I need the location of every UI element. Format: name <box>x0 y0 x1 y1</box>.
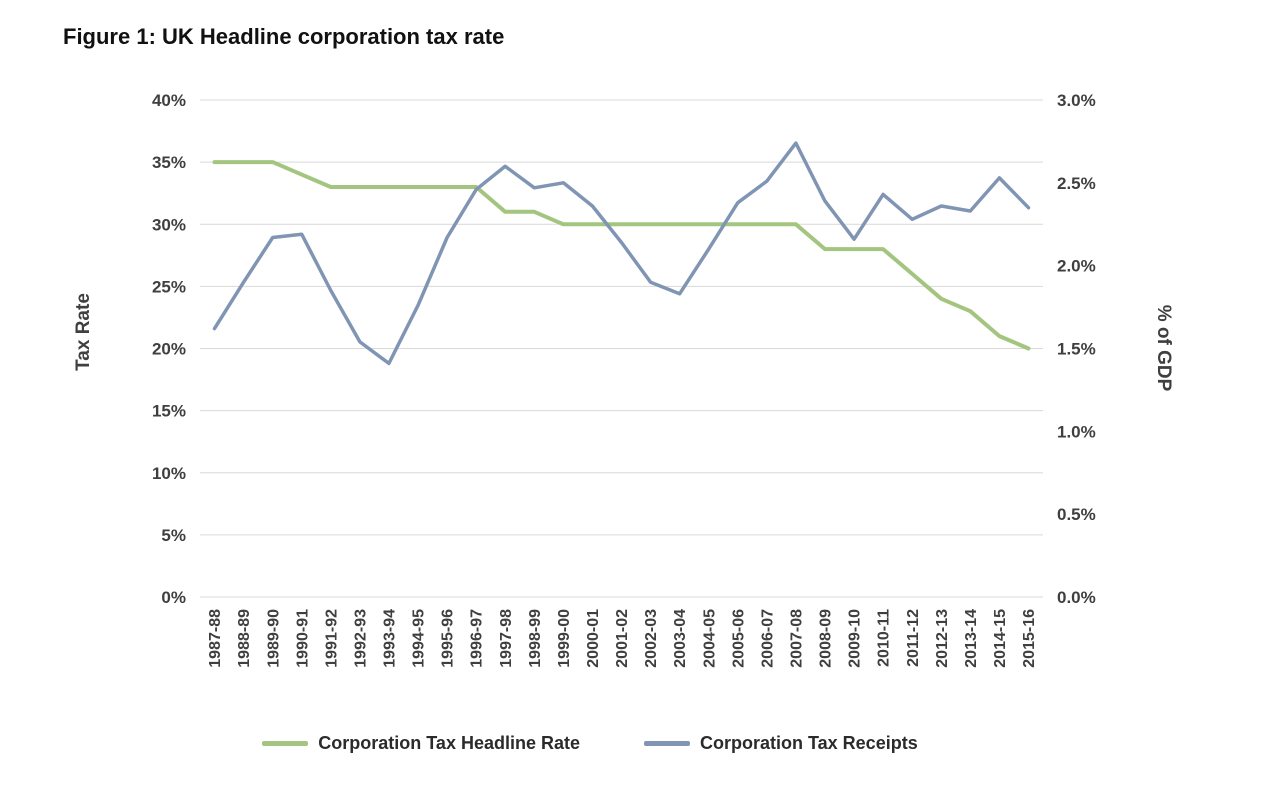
x-axis-tick-label: 2013-14 <box>963 609 980 668</box>
left-axis-tick-label: 25% <box>152 277 186 296</box>
left-axis-tick-label: 35% <box>152 153 186 172</box>
left-axis-title: Tax Rate <box>73 293 94 371</box>
legend-swatch-icon <box>262 741 309 746</box>
legend-item-1: Corporation Tax Receipts <box>644 733 918 754</box>
x-axis-tick-label: 1995-96 <box>440 609 457 668</box>
left-axis-tick-label: 5% <box>161 526 186 545</box>
x-axis-tick-label: 2005-06 <box>730 609 747 668</box>
left-axis-tick-label: 40% <box>152 91 186 110</box>
legend-label: Corporation Tax Headline Rate <box>318 733 580 753</box>
legend-label: Corporation Tax Receipts <box>700 733 918 753</box>
legend-swatch-icon <box>644 741 690 746</box>
x-axis-tick-label: 1989-90 <box>265 609 282 668</box>
x-axis-tick-label: 1999-00 <box>556 609 573 668</box>
x-axis-tick-label: 2007-08 <box>789 609 806 668</box>
x-axis-tick-label: 2001-02 <box>614 609 631 668</box>
x-axis-tick-label: 2014-15 <box>992 609 1009 668</box>
x-axis-tick-label: 1997-98 <box>498 609 515 668</box>
left-axis-tick-label: 15% <box>152 402 186 421</box>
right-axis-tick-label: 1.5% <box>1057 340 1096 359</box>
x-axis-tick-label: 2011-12 <box>905 609 922 667</box>
x-axis-tick-label: 1998-99 <box>527 609 544 668</box>
x-axis-tick-label: 1991-92 <box>323 609 340 668</box>
x-axis-tick-label: 1994-95 <box>411 609 428 668</box>
right-axis-tick-label: 3.0% <box>1057 91 1096 110</box>
x-axis-tick-label: 2008-09 <box>818 609 835 668</box>
x-axis-tick-label: 1996-97 <box>469 609 486 668</box>
x-axis-tick-label: 1987-88 <box>207 609 224 668</box>
x-axis-tick-label: 1993-94 <box>382 609 399 668</box>
x-axis-tick-label: 2002-03 <box>643 609 660 668</box>
right-axis-tick-label: 1.0% <box>1057 422 1096 441</box>
left-axis-tick-label: 30% <box>152 215 186 234</box>
left-axis-tick-label: 0% <box>161 588 186 607</box>
x-axis-tick-label: 2004-05 <box>701 609 718 668</box>
right-axis-tick-label: 2.5% <box>1057 174 1096 193</box>
right-axis-tick-label: 2.0% <box>1057 257 1096 276</box>
right-axis-tick-label: 0.5% <box>1057 505 1096 524</box>
right-axis-tick-label: 0.0% <box>1057 588 1096 607</box>
legend-item-0: Corporation Tax Headline Rate <box>262 733 580 754</box>
x-axis-tick-label: 2006-07 <box>759 609 776 668</box>
left-axis-tick-label: 20% <box>152 340 186 359</box>
chart-legend: Corporation Tax Headline Rate Corporation… <box>0 733 1280 754</box>
x-axis-tick-label: 2009-10 <box>847 609 864 668</box>
series-line-1 <box>212 141 1031 366</box>
figure-title: Figure 1: UK Headline corporation tax ra… <box>63 24 505 49</box>
x-axis-tick-label: 2012-13 <box>934 609 951 668</box>
x-axis-tick-label: 2015-16 <box>1021 609 1038 668</box>
x-axis-tick-label: 2003-04 <box>672 609 689 668</box>
x-axis-tick-label: 2000-01 <box>585 609 602 668</box>
x-axis-tick-label: 2010-11 <box>876 609 893 667</box>
x-axis-tick-label: 1988-89 <box>236 609 253 668</box>
series-line-0 <box>212 160 1031 351</box>
right-axis-title: % of GDP <box>1153 304 1174 392</box>
x-axis-tick-label: 1990-91 <box>294 609 311 668</box>
left-axis-tick-label: 10% <box>152 464 186 483</box>
x-axis-tick-label: 1992-93 <box>352 609 369 668</box>
